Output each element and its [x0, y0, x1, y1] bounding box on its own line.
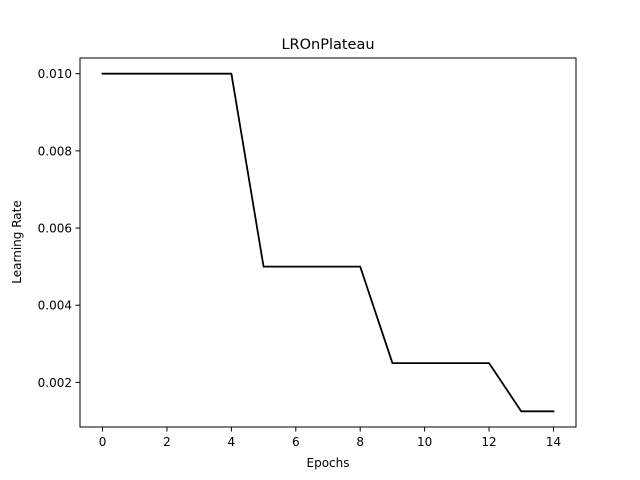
chart-title: LROnPlateau [281, 37, 374, 53]
x-tick-label: 4 [228, 435, 236, 449]
x-tick-label: 14 [546, 435, 561, 449]
y-tick-label: 0.008 [38, 144, 72, 158]
y-tick-label: 0.002 [38, 376, 72, 390]
y-tick-label: 0.010 [38, 67, 72, 81]
x-tick-label: 0 [99, 435, 107, 449]
x-tick-label: 6 [292, 435, 300, 449]
y-tick-label: 0.006 [38, 222, 72, 236]
x-axis-label: Epochs [307, 456, 350, 470]
y-axis-label: Learning Rate [10, 200, 24, 283]
axes-frame [79, 57, 577, 428]
x-tick-label: 2 [163, 435, 171, 449]
y-tick-label: 0.004 [38, 299, 72, 313]
plot-area: 0 2 4 6 8 10 12 14 0.002 0.004 0.006 0.008 0.010 [38, 57, 577, 449]
x-tick-label: 10 [417, 435, 432, 449]
x-tick-label: 8 [356, 435, 364, 449]
series-line-0 [101, 72, 555, 413]
x-tick-label: 12 [481, 435, 496, 449]
